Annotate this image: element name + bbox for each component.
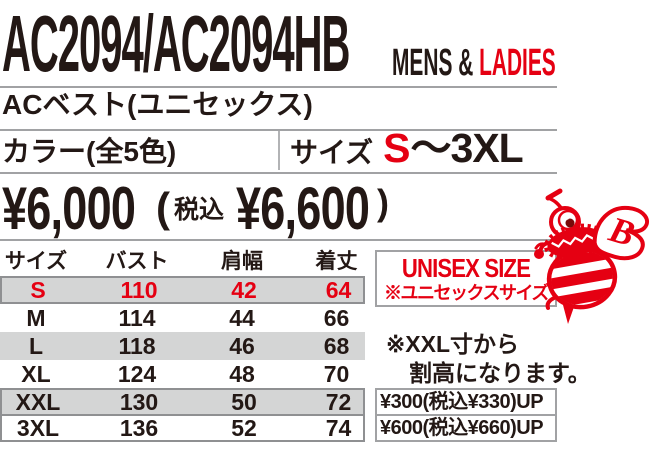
surcharge-note: ※XXL寸から 割高になります。	[386, 330, 591, 388]
price-tax-included: ¥6,600	[236, 175, 370, 242]
size-range-rest: ～3XL	[410, 125, 524, 171]
col-header-size: サイズ	[4, 250, 68, 273]
unisex-badge-subtitle: ※ユニセックスサイズ	[384, 283, 549, 303]
surcharge-note-line1: ※XXL寸から	[386, 331, 520, 357]
table-row-3xl: 3XL 136 52 74	[0, 414, 365, 442]
color-count-label: カラー(全5色)	[2, 136, 177, 167]
table-row-l: L 118 46 68	[0, 332, 365, 360]
cell-length: 70	[323, 361, 350, 387]
cell-size: XXL	[15, 389, 61, 415]
cell-shoulder: 52	[231, 415, 257, 441]
cell-size: M	[26, 305, 46, 331]
cell-length: 72	[325, 389, 352, 415]
product-name: ACベスト(ユニセックス)	[2, 89, 313, 120]
cell-bust: 114	[118, 305, 156, 331]
cell-size: XL	[21, 361, 51, 387]
cell-size: L	[28, 333, 44, 359]
audience-label: MENS & LADIES	[392, 44, 556, 82]
bee-mascot-icon: B	[534, 188, 650, 324]
size-label: サイズ	[290, 137, 374, 168]
unisex-size-badge: UNISEX SIZE ※ユニセックスサイズ	[375, 250, 557, 307]
cell-size: S	[30, 277, 46, 303]
product-model-title: AC2094/AC2094HB	[2, 0, 350, 88]
cell-shoulder: 50	[231, 389, 257, 415]
surcharge-note-line2: 割高になります。	[409, 360, 591, 386]
cell-shoulder: 42	[231, 277, 257, 303]
tax-label: 税込	[174, 196, 225, 224]
row-divider-top	[0, 129, 557, 131]
col-header-length: 着丈	[315, 250, 358, 273]
cell-bust: 118	[118, 333, 156, 359]
table-header-row: サイズ バスト 肩幅 着丈	[0, 248, 365, 276]
size-spec-table: サイズ バスト 肩幅 着丈 S 110 42 64 M 114 44 66 L …	[0, 248, 365, 442]
cell-shoulder: 48	[229, 361, 255, 387]
cell-size: 3XL	[16, 415, 60, 441]
col-header-bust: バスト	[105, 250, 169, 273]
price-base: ¥6,000	[2, 175, 136, 242]
cell-bust: 124	[117, 361, 157, 387]
tax-paren-open: (	[156, 184, 170, 231]
xxl-surcharge-cell: ¥300(税込¥330)UP	[375, 388, 557, 416]
cell-shoulder: 46	[229, 333, 255, 359]
color-size-divider	[278, 131, 280, 170]
cell-shoulder: 44	[229, 305, 255, 331]
cell-length: 68	[323, 333, 350, 359]
row-divider-bottom	[0, 172, 557, 174]
cell-length: 74	[325, 415, 352, 441]
cell-length: 64	[325, 277, 352, 303]
size-range-start: S	[383, 125, 411, 171]
cell-bust: 136	[119, 415, 159, 441]
cell-bust: 130	[119, 389, 159, 415]
tax-paren-close: )	[377, 182, 389, 223]
xxxl-surcharge-cell: ¥600(税込¥660)UP	[375, 414, 557, 442]
table-row-xxl: XXL 130 50 72	[0, 388, 365, 416]
cell-bust: 110	[120, 277, 158, 303]
price-underline	[0, 239, 557, 241]
unisex-badge-title: UNISEX SIZE	[401, 253, 531, 283]
audience-ladies: LADIES	[479, 42, 556, 84]
cell-length: 66	[323, 305, 350, 331]
col-header-shoulder: 肩幅	[221, 250, 263, 273]
audience-mens: MENS &	[392, 42, 480, 84]
table-row-m: M 114 44 66	[0, 304, 365, 332]
title-underline	[0, 86, 557, 88]
table-row-s: S 110 42 64	[0, 276, 365, 304]
table-row-xl: XL 124 48 70	[0, 360, 365, 388]
size-range: サイズ S～3XL	[290, 125, 524, 181]
